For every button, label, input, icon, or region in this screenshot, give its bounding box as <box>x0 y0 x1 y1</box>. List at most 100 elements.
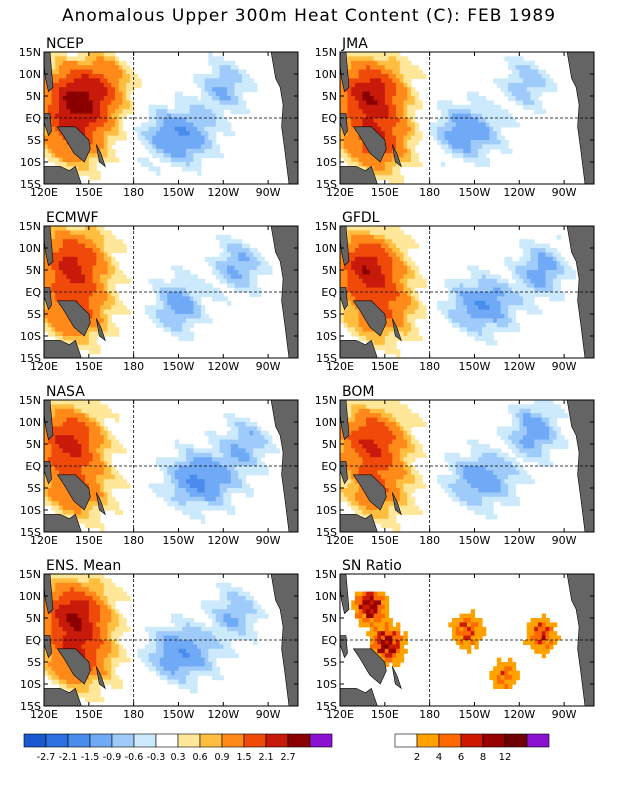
lat-tick-label: EQ <box>321 634 337 647</box>
land-mass <box>44 513 82 532</box>
colorbar-label: 0.9 <box>214 752 229 763</box>
lon-tick-label: 180 <box>419 534 440 547</box>
lon-tick-label: 120E <box>326 360 354 373</box>
colorbar-swatch <box>133 733 157 748</box>
lon-tick-label: 120E <box>30 708 58 721</box>
lat-tick-label: 10S <box>20 330 41 343</box>
lat-tick-label: 10S <box>316 330 337 343</box>
land-mass <box>352 474 387 511</box>
lat-tick-label: 5N <box>322 90 337 103</box>
colorbar-label: 2 <box>414 752 420 763</box>
lat-tick-label: 5S <box>323 308 337 321</box>
colorbar-swatch <box>309 733 333 748</box>
lon-tick-label: 150W <box>459 186 491 199</box>
land-mass <box>340 687 378 706</box>
land-mass <box>96 144 106 168</box>
lat-tick-label: 15S <box>20 178 41 191</box>
lat-tick-label: 10N <box>315 590 337 603</box>
lon-tick-label: 180 <box>419 708 440 721</box>
lon-tick-label: 180 <box>123 534 144 547</box>
lon-tick-label: 90W <box>256 708 281 721</box>
colorbar-swatch <box>155 733 179 748</box>
lat-tick-label: 5S <box>323 482 337 495</box>
land-mass <box>340 113 348 137</box>
lon-tick-label: 150E <box>371 186 399 199</box>
land-mass <box>96 492 106 516</box>
lat-tick-label: EQ <box>25 460 41 473</box>
colorbar-label: 6 <box>458 752 464 763</box>
lat-tick-label: 15S <box>20 526 41 539</box>
colorbar-swatch <box>526 733 550 748</box>
panel-title: SN Ratio <box>342 558 402 574</box>
lat-tick-label: 5S <box>27 308 41 321</box>
lat-tick-label: 5N <box>26 90 41 103</box>
lat-tick-label: 10S <box>20 678 41 691</box>
lon-tick-label: 180 <box>123 708 144 721</box>
lat-tick-label: 15S <box>316 700 337 713</box>
land-mass <box>56 474 91 511</box>
colorbar-swatch <box>460 733 484 748</box>
colorbar-label: 12 <box>499 752 512 763</box>
colorbar-swatch <box>438 733 462 748</box>
lat-tick-label: EQ <box>321 112 337 125</box>
lon-tick-label: 120E <box>30 360 58 373</box>
colorbar-label: -1.5 <box>81 752 100 763</box>
land-mass <box>340 339 378 358</box>
colorbar-label: 0.3 <box>170 752 185 763</box>
land-mass <box>44 687 82 706</box>
lat-tick-label: 15S <box>20 352 41 365</box>
lon-tick-label: 150E <box>371 708 399 721</box>
colorbar-label: -0.9 <box>103 752 122 763</box>
colorbar-swatch <box>504 733 528 748</box>
land-mass <box>44 113 52 137</box>
colorbar-swatch <box>199 733 223 748</box>
lat-tick-label: 10S <box>316 156 337 169</box>
panel-title: ECMWF <box>46 210 99 226</box>
land-mass <box>96 666 106 690</box>
lat-tick-label: 15N <box>19 220 41 233</box>
lon-tick-label: 90W <box>552 360 577 373</box>
lon-tick-label: 90W <box>552 534 577 547</box>
lat-tick-label: 5N <box>322 438 337 451</box>
lat-tick-label: 5N <box>322 264 337 277</box>
lat-tick-label: EQ <box>25 634 41 647</box>
lat-tick-label: 10S <box>316 504 337 517</box>
land-mass <box>392 492 402 516</box>
lat-tick-label: 5N <box>26 264 41 277</box>
colorbar-swatch <box>416 733 440 748</box>
lon-tick-label: 120W <box>503 708 535 721</box>
lat-tick-label: 15S <box>316 352 337 365</box>
land-mass <box>44 287 52 311</box>
colorbar-label: -2.1 <box>59 752 78 763</box>
lat-tick-label: 15S <box>20 700 41 713</box>
panel-title: JMA <box>341 36 368 52</box>
panel-title: NASA <box>46 384 85 400</box>
colorbar-swatch <box>482 733 506 748</box>
lat-tick-label: 10N <box>19 416 41 429</box>
lat-tick-label: 15N <box>19 46 41 59</box>
lon-tick-label: 90W <box>256 360 281 373</box>
land-mass <box>56 648 91 685</box>
figure-title: Anomalous Upper 300m Heat Content (C): F… <box>61 6 557 26</box>
lat-tick-label: 15N <box>315 220 337 233</box>
lon-tick-label: 120E <box>326 534 354 547</box>
lat-tick-label: 5S <box>323 656 337 669</box>
colorbar-swatch <box>45 733 69 748</box>
lon-tick-label: 120E <box>326 186 354 199</box>
colorbar-swatch <box>111 733 135 748</box>
lat-tick-label: 10N <box>315 68 337 81</box>
lat-tick-label: EQ <box>25 286 41 299</box>
lon-tick-label: 150W <box>163 708 195 721</box>
lon-tick-label: 120E <box>326 708 354 721</box>
colorbar-swatch <box>89 733 113 748</box>
lat-tick-label: 5S <box>27 134 41 147</box>
land-mass <box>352 648 387 685</box>
land-mass <box>340 287 348 311</box>
